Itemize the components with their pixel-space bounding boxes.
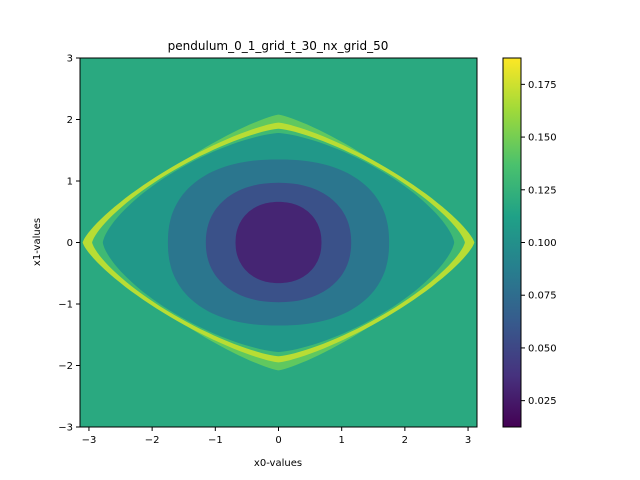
x-tick-label: −2 [145, 435, 160, 446]
x-axis: −3 −2 −1 0 1 2 3 [82, 427, 471, 446]
x-tick-label: −3 [82, 435, 97, 446]
y-axis: −3 −2 −1 0 1 2 3 [58, 54, 80, 434]
y-tick-label: 2 [67, 115, 73, 126]
colorbar-tick-label: 0.150 [528, 133, 557, 144]
x-tick-label: −1 [208, 435, 223, 446]
y-axis-label: x1-values [32, 218, 43, 266]
colorbar-tick-label: 0.100 [528, 238, 557, 249]
chart-title: pendulum_0_1_grid_t_30_nx_grid_50 [168, 39, 389, 53]
x-tick-label: 1 [338, 435, 344, 446]
x-tick-label: 0 [275, 435, 281, 446]
plot-area [80, 58, 477, 427]
region-core [235, 201, 322, 284]
y-tick-label: 0 [67, 238, 73, 249]
y-tick-label: −2 [58, 361, 73, 372]
x-tick-label: 2 [402, 435, 408, 446]
x-axis-label: x0-values [254, 458, 302, 469]
colorbar: 0.025 0.050 0.075 0.100 0.125 0.150 0.175 [502, 57, 557, 428]
y-tick-label: −1 [58, 300, 73, 311]
y-tick-label: 3 [67, 54, 73, 65]
colorbar-tick-label: 0.025 [528, 396, 557, 407]
colorbar-gradient [503, 58, 521, 427]
colorbar-tick-label: 0.125 [528, 185, 557, 196]
x-tick-label: 3 [465, 435, 471, 446]
colorbar-tick-label: 0.175 [528, 80, 557, 91]
colorbar-tick-label: 0.050 [528, 343, 557, 354]
y-tick-label: −3 [58, 423, 73, 434]
y-tick-label: 1 [67, 177, 73, 188]
colorbar-tick-label: 0.075 [528, 291, 557, 302]
